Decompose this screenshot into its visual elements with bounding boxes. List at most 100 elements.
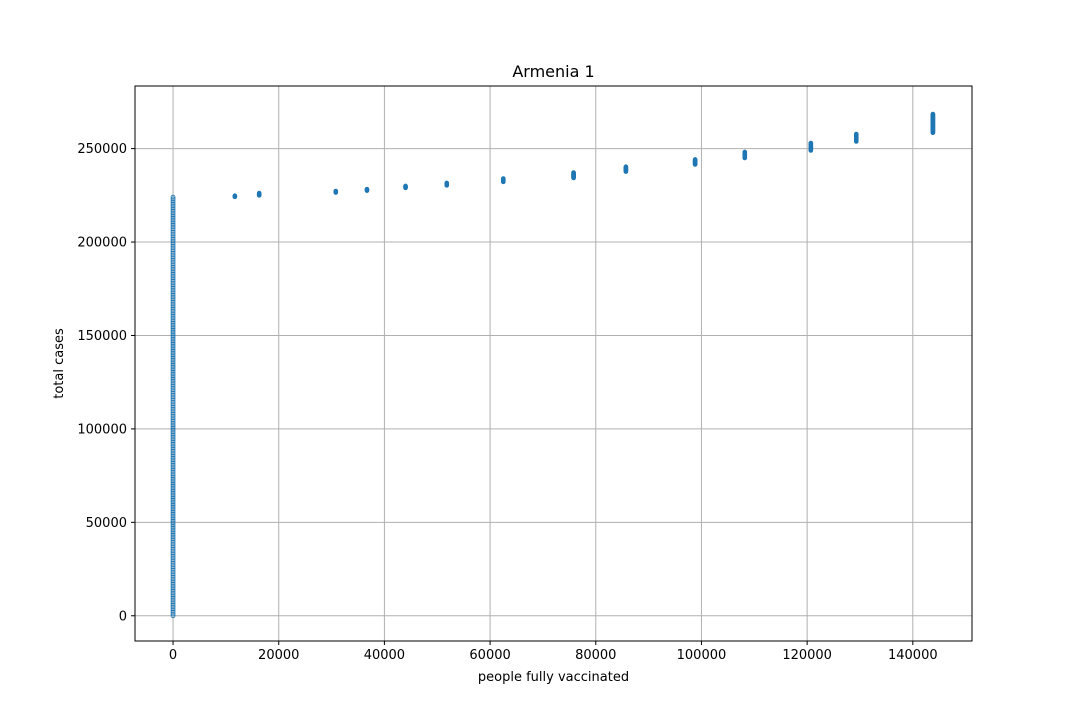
data-point (170, 254, 176, 260)
data-point (930, 111, 936, 117)
data-point (170, 468, 176, 473)
data-point (170, 606, 176, 612)
data-point (170, 487, 176, 493)
data-point (170, 571, 176, 577)
data-point (170, 277, 176, 282)
y-tick-label: 250000 (77, 142, 127, 157)
data-point (170, 418, 176, 424)
data-point (170, 264, 176, 270)
data-point (170, 394, 176, 400)
data-point (170, 492, 176, 498)
data-point (170, 490, 176, 496)
data-point (170, 361, 176, 366)
data-point (170, 338, 176, 344)
data-point (170, 531, 176, 536)
data-point (232, 193, 238, 198)
data-point (692, 157, 698, 162)
data-point (170, 452, 176, 458)
data-point (170, 327, 176, 333)
data-point (170, 417, 176, 423)
data-point (170, 524, 176, 529)
data-point (170, 545, 176, 550)
data-point-cluster (571, 170, 576, 181)
data-point (170, 224, 176, 230)
data-point (170, 602, 176, 608)
data-point (170, 499, 176, 505)
data-point (501, 176, 506, 181)
data-point-cluster (501, 176, 506, 185)
data-point (170, 613, 176, 619)
data-point (170, 497, 176, 503)
data-point (170, 604, 176, 610)
data-point (170, 469, 176, 475)
y-tick-label: 150000 (77, 329, 127, 344)
data-point (170, 406, 176, 412)
data-point (170, 278, 176, 284)
data-point (170, 317, 176, 323)
data-point (170, 343, 176, 349)
data-point (170, 445, 176, 451)
data-point (170, 273, 176, 279)
data-point (170, 522, 176, 528)
data-point (170, 212, 176, 218)
data-point (170, 587, 176, 592)
data-point-cluster (364, 186, 370, 193)
data-point (170, 432, 176, 438)
data-point (170, 200, 176, 205)
data-point-cluster (403, 183, 408, 191)
data-point (170, 284, 176, 289)
data-point (170, 534, 176, 540)
data-point (170, 215, 176, 221)
data-point (170, 219, 176, 225)
data-point (170, 476, 176, 482)
data-point (170, 557, 176, 563)
data-point-cluster (930, 111, 936, 136)
data-point (170, 322, 176, 328)
data-point (170, 515, 176, 521)
x-tick-label: 40000 (364, 648, 405, 663)
data-point (170, 566, 176, 571)
data-point (170, 448, 176, 454)
data-point (170, 520, 176, 526)
data-point (170, 525, 176, 531)
data-point (170, 578, 176, 584)
data-point (170, 461, 176, 466)
data-point (170, 320, 176, 326)
data-point (571, 170, 576, 175)
data-point (170, 242, 176, 247)
data-point (170, 573, 176, 578)
data-point (170, 594, 176, 599)
data-point (170, 303, 176, 309)
data-point (170, 390, 176, 396)
data-point (170, 235, 176, 240)
data-point (170, 459, 176, 465)
data-point-cluster (692, 157, 698, 167)
data-point (170, 208, 176, 214)
x-tick-label: 20000 (258, 648, 299, 663)
data-point (170, 527, 176, 533)
data-point (170, 252, 176, 258)
data-point (170, 364, 176, 370)
data-point (170, 517, 176, 522)
y-axis-label: total cases (52, 328, 67, 399)
data-point (170, 392, 176, 398)
data-point (170, 345, 176, 351)
y-tick-label: 200000 (77, 236, 127, 251)
data-point (170, 333, 176, 338)
data-point (170, 574, 176, 580)
data-point (170, 240, 176, 246)
data-point (170, 280, 176, 286)
data-point (170, 439, 176, 445)
x-tick-label: 100000 (677, 648, 727, 663)
data-point (170, 489, 176, 494)
x-tick-label: 60000 (469, 648, 510, 663)
data-point (170, 259, 176, 265)
data-point (170, 263, 176, 268)
data-point (170, 539, 176, 545)
data-point (170, 294, 176, 300)
data-point (170, 359, 176, 365)
data-point (170, 292, 176, 298)
data-point (403, 183, 408, 189)
data-point (170, 427, 176, 433)
data-point-cluster (333, 188, 339, 195)
